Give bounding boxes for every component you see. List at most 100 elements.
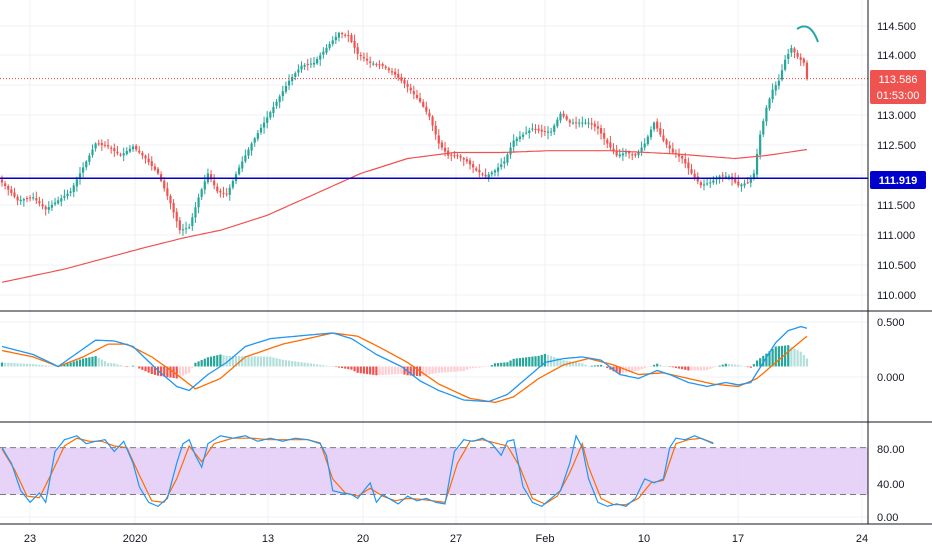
candle-body [50, 204, 54, 208]
macd-histogram-bar [244, 356, 247, 367]
candle-body [687, 162, 690, 169]
macd-histogram-bar [687, 366, 690, 371]
macd-histogram-bar [278, 358, 281, 367]
candle-body [350, 35, 353, 42]
candle-body [802, 58, 805, 63]
candle-body [325, 47, 328, 53]
x-tick-label: 27 [450, 533, 462, 545]
macd-histogram-bar [191, 366, 194, 368]
macd-histogram-bar [91, 356, 94, 367]
macd-histogram-bar [16, 363, 19, 367]
macd-histogram-bar [181, 366, 185, 376]
macd-histogram-bar [225, 355, 228, 367]
candle-body [82, 167, 85, 173]
candle-body [684, 159, 687, 164]
candle-body [300, 65, 303, 70]
candle-body [440, 142, 444, 148]
candle-body [721, 175, 724, 177]
x-tick-label: 10 [638, 533, 650, 545]
price-y-tick-label: 114.000 [877, 50, 916, 62]
candle-body [593, 123, 596, 127]
candle-body [752, 173, 756, 178]
price-y-tick-label: 113.000 [877, 110, 916, 122]
candle-body [213, 180, 216, 186]
candle-body [568, 120, 571, 123]
macd-histogram-bar [702, 366, 706, 371]
candle-body [347, 35, 350, 37]
candle-body [397, 73, 400, 78]
stoch-y-tick-label: 40.00 [877, 479, 905, 491]
macd-histogram-bar [362, 366, 366, 374]
candle-body [459, 155, 462, 158]
candle-body [734, 178, 737, 183]
macd-histogram-bar [571, 361, 575, 367]
macd-histogram-bar [525, 357, 528, 367]
macd-histogram-bar [540, 354, 543, 367]
macd-histogram-bar [730, 364, 734, 367]
candle-body [7, 185, 10, 190]
candle-body [472, 164, 475, 168]
candle-body [244, 155, 247, 162]
macd-histogram-bar [53, 366, 57, 367]
macd-histogram-bar [241, 356, 244, 367]
macd-histogram-bar [203, 358, 206, 367]
macd-histogram-bar [543, 353, 546, 367]
candle-body [356, 47, 359, 54]
macd-histogram-bar [787, 345, 790, 367]
macd-histogram-bar [103, 361, 107, 367]
candle-body [384, 66, 387, 69]
macd-histogram-bar [662, 366, 665, 367]
candle-body [284, 85, 288, 92]
candle-body [113, 148, 116, 152]
macd-histogram-bar [4, 362, 7, 367]
countdown-label: 01:53:00 [877, 90, 920, 102]
candle-body [546, 131, 550, 133]
macd-histogram-bar [262, 356, 266, 367]
candle-body [509, 147, 512, 155]
macd-histogram-bar [737, 364, 740, 367]
candle-body [746, 182, 749, 184]
macd-histogram-bar [166, 366, 169, 378]
macd-histogram-bar [562, 360, 565, 367]
macd-histogram-bar [144, 366, 147, 372]
candle-body [375, 63, 378, 65]
macd-histogram-bar [13, 363, 16, 367]
candle-body [606, 139, 609, 144]
macd-histogram-bar [82, 358, 85, 367]
candle-body [450, 154, 453, 156]
candle-body [774, 85, 777, 91]
macd-histogram-bar [640, 366, 643, 370]
macd-histogram-bar [119, 365, 122, 367]
candle-body [41, 204, 44, 207]
macd-histogram-bar [334, 366, 337, 368]
macd-histogram-bar [75, 360, 78, 367]
price-y-tick-label: 114.500 [877, 21, 916, 33]
candle-body [422, 101, 425, 107]
macd-histogram-bar [734, 364, 737, 367]
macd-histogram-bar [768, 351, 771, 367]
candle-body [771, 89, 774, 100]
macd-histogram-bar [234, 356, 238, 367]
macd-histogram-bar [428, 366, 431, 375]
stoch-pane [0, 434, 868, 507]
macd-histogram-bar [746, 366, 749, 368]
macd-histogram-bar [169, 366, 172, 378]
macd-histogram-bar [297, 361, 300, 367]
candle-body [19, 199, 22, 202]
macd-histogram-bar [805, 358, 809, 367]
macd-histogram-bar [0, 362, 4, 367]
macd-histogram-bar [465, 366, 468, 370]
macd-histogram-bar [793, 348, 796, 367]
candle-body [468, 160, 472, 165]
candle-body [634, 154, 637, 156]
macd-histogram-bar [213, 355, 216, 367]
macd-histogram-bar [125, 366, 128, 368]
candle-body [418, 98, 422, 102]
candle-body [724, 176, 727, 178]
candle-body [181, 229, 185, 231]
macd-histogram-bar [63, 364, 66, 367]
macd-histogram-bar [25, 363, 29, 367]
stoch-k-line [1, 434, 714, 507]
